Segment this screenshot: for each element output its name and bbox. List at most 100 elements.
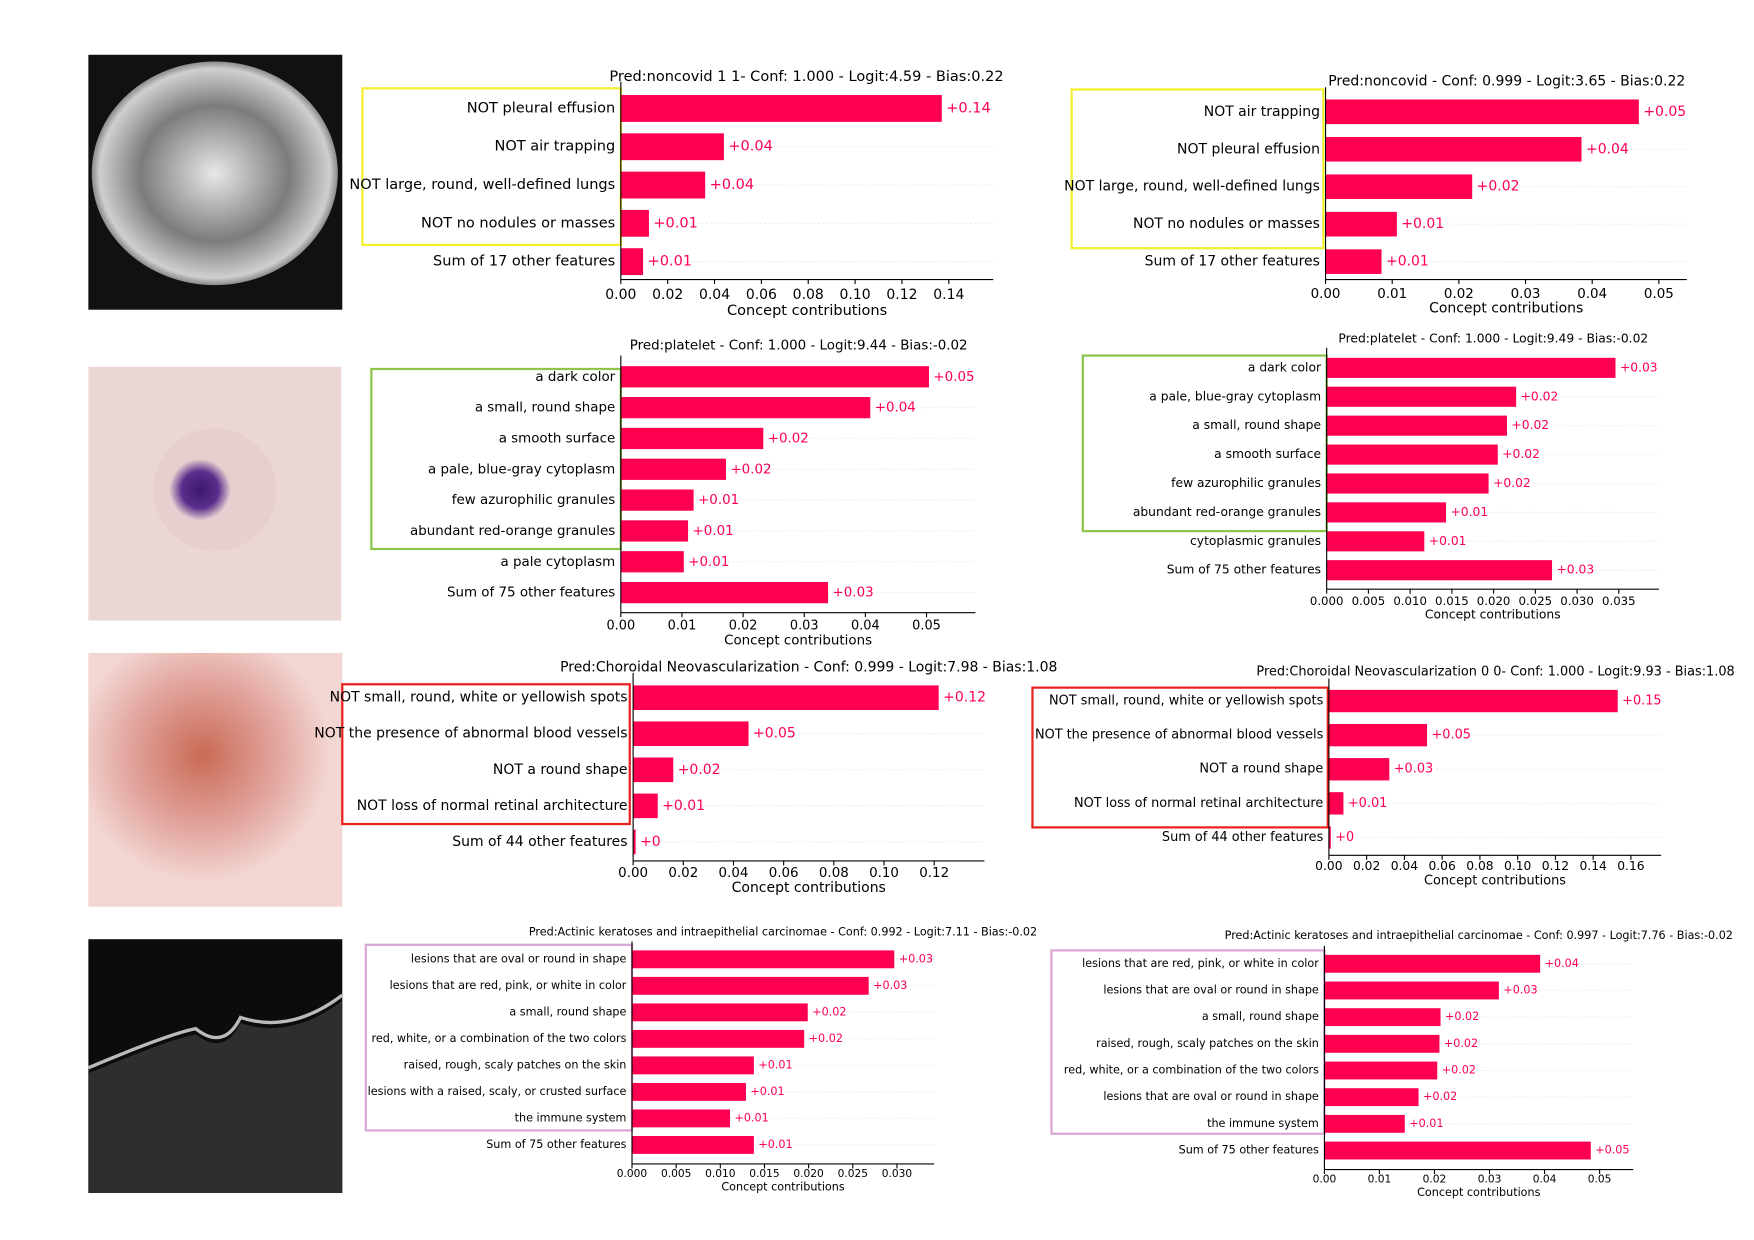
x-tick-label: 0.05 [1588, 1173, 1612, 1186]
x-tick-label: 0.04 [699, 287, 730, 303]
value-label: +0.02 [1521, 389, 1559, 403]
bar [633, 721, 749, 747]
x-tick-label: 0.04 [719, 866, 749, 881]
bar [1326, 473, 1489, 494]
bar [633, 757, 674, 783]
bar [620, 209, 649, 237]
highlight-box [1031, 686, 1329, 829]
category-label: a smooth surface [1214, 447, 1321, 461]
value-label: +0.15 [1622, 694, 1661, 709]
highlight-box [1070, 88, 1325, 250]
category-label: a pale, blue-gray cytoplasm [428, 462, 615, 477]
value-label: +0.01 [758, 1138, 792, 1151]
chart-title: Pred:Actinic keratoses and intraepitheli… [529, 925, 1037, 938]
bar [1324, 1008, 1441, 1027]
category-label: abundant red-orange granules [1133, 505, 1321, 519]
category-label: a small, round shape [1192, 418, 1321, 432]
category-label: a small, round shape [475, 401, 615, 416]
value-label: +0.02 [812, 1005, 846, 1018]
category-label: NOT pleural effusion [1177, 141, 1320, 157]
value-label: +0.01 [750, 1085, 784, 1098]
x-tick-label: 0.03 [1478, 1173, 1502, 1186]
category-label: Sum of 17 other features [433, 254, 615, 270]
x-axis-label: Concept contributions [727, 303, 887, 319]
category-label: raised, rough, scaly patches on the skin [404, 1058, 627, 1071]
blood-cell [153, 428, 277, 552]
bar [620, 397, 871, 419]
x-tick-label: 0.01 [668, 619, 697, 634]
bar [632, 1029, 805, 1048]
x-axis-label: Concept contributions [1429, 301, 1583, 317]
x-tick-label: 0.02 [1423, 1173, 1447, 1186]
category-label: lesions that are oval or round in shape [1103, 1090, 1319, 1103]
x-tick-label: 0.04 [1533, 1173, 1557, 1186]
bar [1325, 211, 1397, 237]
value-label: +0.01 [653, 215, 697, 231]
value-label: +0.01 [1451, 505, 1489, 519]
value-label: +0.02 [1502, 447, 1540, 461]
category-label: NOT the presence of abnormal blood vesse… [314, 726, 627, 742]
category-label: NOT loss of normal retinal architecture [357, 798, 628, 814]
bar [632, 976, 869, 995]
x-tick-label: 0.020 [793, 1167, 824, 1180]
bar [632, 950, 895, 969]
category-label: Sum of 17 other features [1145, 254, 1320, 270]
category-label: Sum of 44 other features [1162, 830, 1324, 845]
x-tick-label: 0.12 [1542, 859, 1569, 873]
value-label: +0.04 [875, 401, 916, 416]
bar [620, 551, 684, 573]
x-tick-label: 0.00 [618, 866, 648, 881]
x-tick-label: 0.005 [1352, 594, 1386, 608]
category-label: NOT large, round, well-defined lungs [1064, 179, 1320, 195]
highlight-box [341, 683, 631, 826]
bar [633, 685, 939, 710]
bar [1328, 689, 1618, 713]
bar [1326, 386, 1517, 407]
bar [620, 581, 829, 604]
x-tick-label: 0.08 [819, 866, 849, 881]
x-tick-label: 0.06 [769, 866, 799, 881]
bar [620, 171, 706, 199]
category-label: a small, round shape [1202, 1010, 1319, 1023]
bar [620, 133, 724, 161]
category-label: Sum of 75 other features [486, 1138, 626, 1151]
bar [1328, 792, 1344, 815]
x-tick-label: 0.02 [1353, 859, 1380, 873]
bar [1328, 723, 1428, 747]
category-label: NOT air trapping [1204, 104, 1320, 120]
x-tick-label: 0.00 [606, 619, 635, 634]
category-label: few azurophilic granules [1171, 476, 1321, 490]
chart-title: Pred:Choroidal Neovascularization - Conf… [560, 660, 1057, 676]
value-label: +0.05 [1643, 104, 1686, 120]
x-tick-label: 0.01 [1368, 1173, 1392, 1186]
value-label: +0.03 [1557, 563, 1595, 577]
value-label: +0.01 [1429, 534, 1467, 548]
x-tick-label: 0.08 [793, 287, 824, 303]
x-axis-label: Concept contributions [732, 880, 886, 896]
category-label: NOT no nodules or masses [421, 215, 615, 231]
category-label: NOT no nodules or masses [1133, 216, 1320, 232]
x-tick-label: 0.010 [1393, 594, 1427, 608]
chart-title: Pred:Actinic keratoses and intraepitheli… [1225, 929, 1733, 942]
bar [1328, 758, 1390, 781]
value-label: +0.05 [1595, 1144, 1629, 1157]
category-label: NOT a round shape [1199, 762, 1323, 777]
value-label: +0.01 [1401, 216, 1444, 232]
category-label: a dark color [535, 370, 615, 385]
ct-image-body [91, 61, 338, 286]
x-tick-label: 0.14 [1579, 859, 1607, 873]
bar [1325, 249, 1382, 274]
category-label: few azurophilic granules [452, 493, 615, 508]
value-label: +0.03 [1620, 360, 1658, 374]
x-tick-label: 0.12 [919, 866, 949, 881]
chart-title: Pred:platelet - Conf: 1.000 - Logit:9.44… [630, 338, 968, 353]
value-label: +0.02 [1493, 476, 1531, 490]
value-label: +0.05 [753, 726, 796, 742]
x-tick-label: 0.12 [886, 287, 917, 303]
value-label: +0.02 [809, 1032, 843, 1045]
value-label: +0.02 [678, 762, 721, 778]
value-label: +0.03 [833, 586, 874, 601]
value-label: +0.02 [1477, 179, 1520, 195]
x-tick-label: 0.000 [1310, 594, 1344, 608]
category-label: NOT a round shape [493, 762, 628, 778]
